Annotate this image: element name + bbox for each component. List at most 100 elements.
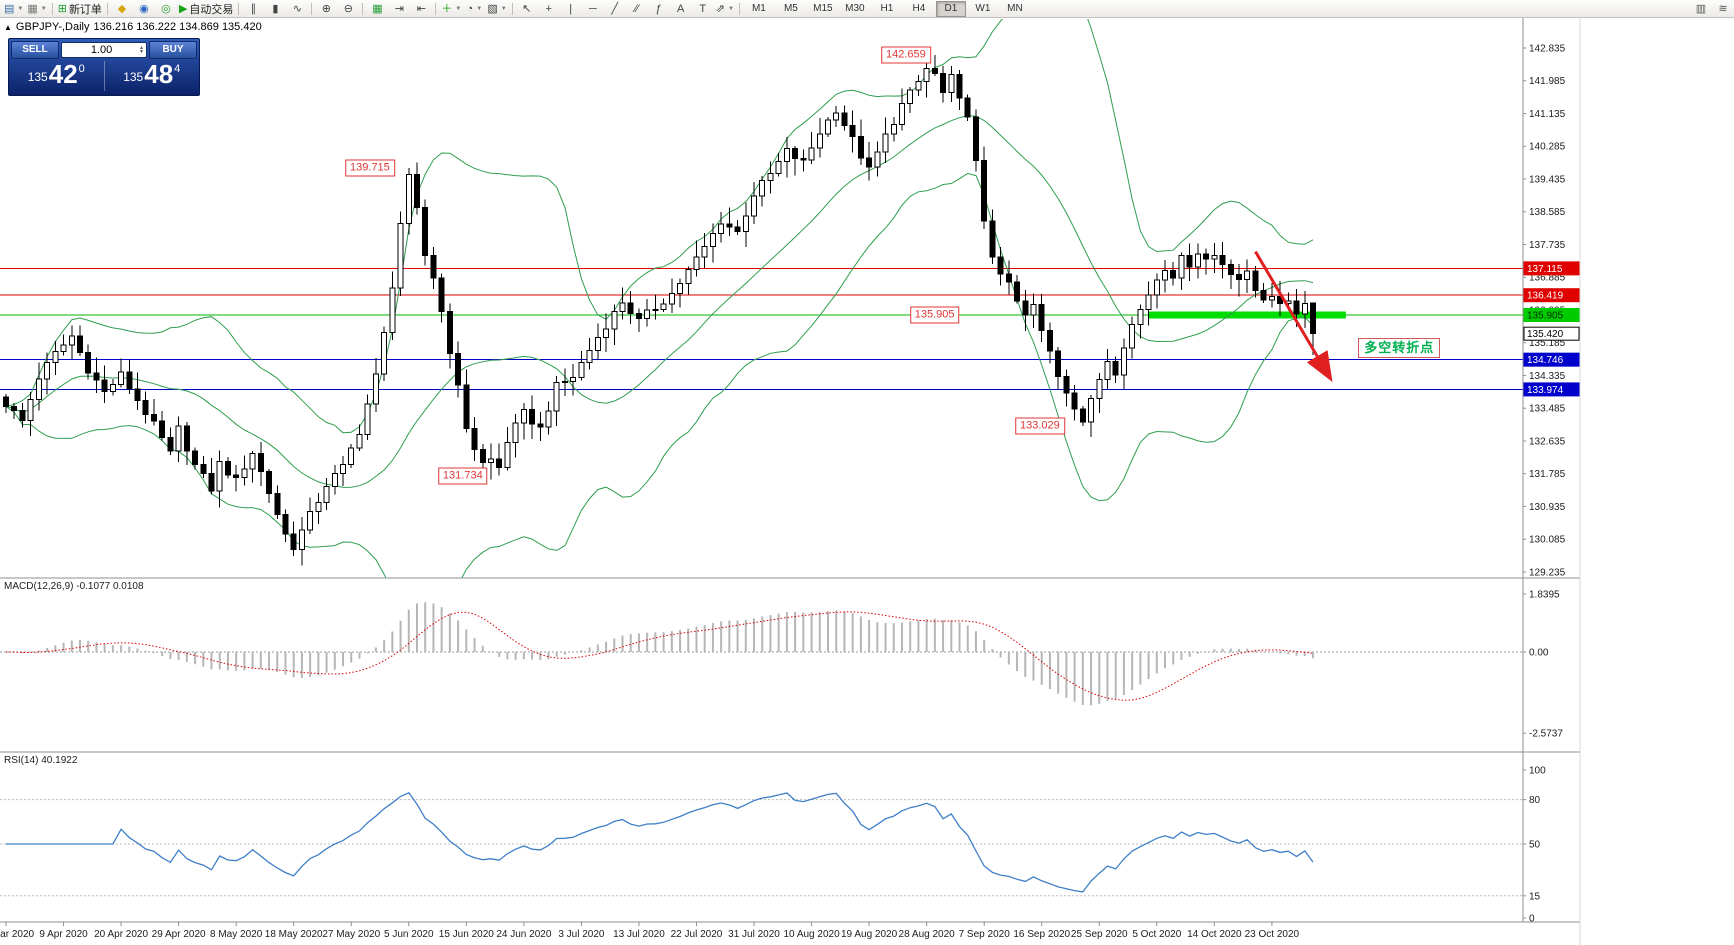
buy-price[interactable]: 135 48 4 xyxy=(105,61,200,91)
price-tick-label: 136.885 xyxy=(1529,273,1566,284)
timeframe-button-m1[interactable]: M1 xyxy=(751,3,766,14)
new-chart-icon-dropdown-icon[interactable]: ▼ xyxy=(17,5,24,12)
toolbar-separator xyxy=(238,2,240,15)
zoom-in-icon[interactable]: ⊕ xyxy=(315,1,337,17)
timeframe-button-d1[interactable]: D1 xyxy=(935,0,966,17)
date-tick-label: 13 Jul 2020 xyxy=(613,929,665,940)
crosshair-icon[interactable]: + xyxy=(538,1,560,17)
zoom-out-icon-glyph: ⊖ xyxy=(343,2,354,15)
auto-scroll-icon[interactable]: ⇥ xyxy=(388,1,410,17)
profiles-icon-dropdown-icon[interactable]: ▼ xyxy=(40,5,47,12)
toolbar-separator xyxy=(738,2,740,15)
volume-down-icon[interactable]: ▼ xyxy=(139,48,144,55)
arrows-icon-glyph: ⇗ xyxy=(715,2,725,15)
toolbar-separator xyxy=(106,2,108,15)
sell-price-main: 135 xyxy=(27,70,48,84)
periods-icon[interactable]: ◔ ▼ xyxy=(463,1,485,17)
price-tick-label: 140.285 xyxy=(1529,142,1566,153)
chart-shift-icon[interactable]: ⇤ xyxy=(410,1,432,17)
periods-icon-glyph: ◔ xyxy=(466,2,474,15)
date-axis[interactable]: 31 Mar 2020 9 Apr 2020 20 Apr 2020 29 Apr 2… xyxy=(0,922,1300,940)
new-chart-icon[interactable]: ▤ ▼ xyxy=(2,1,25,17)
one-click-collapse-icon[interactable]: ▲ xyxy=(4,22,12,32)
buy-button[interactable]: BUY xyxy=(149,40,197,59)
signals-icon-glyph: ◎ xyxy=(161,2,171,15)
arrows-icon-dropdown-icon[interactable]: ▼ xyxy=(727,5,734,12)
strategy-tester-icon[interactable]: ≋ xyxy=(1712,1,1734,17)
rsi-axis-label: 50 xyxy=(1529,840,1541,851)
support-zone-bar[interactable] xyxy=(1148,311,1346,319)
trend-arrow[interactable] xyxy=(1254,250,1333,383)
date-tick-label: 29 Apr 2020 xyxy=(152,929,206,940)
sell-price[interactable]: 135 42 0 xyxy=(9,61,104,91)
date-tick-label: 9 Apr 2020 xyxy=(39,929,88,940)
fibonacci-icon[interactable]: ƒ xyxy=(648,1,670,17)
main-toolbar: ▤ ▼ ▦ ▼ ⊞ 新订单 ◆ ◉ ◎ ▶ 自动交易 ∥ ▮ ∿ ⊕ ⊖ ▦ ⇥ ⇤ ＋ ▼ ◔ ▼ ▧ ▼ ↖ + | ─ ╱ ∕∕ ƒ A T… xyxy=(0,0,1734,18)
candlestick-chart-icon[interactable]: ▮ xyxy=(264,1,286,17)
templates-icon[interactable]: ▧ ▼ xyxy=(485,1,508,17)
volume-spinner[interactable]: ▲ ▼ xyxy=(139,44,144,55)
timeframe-button-w1[interactable]: W1 xyxy=(975,3,991,14)
price-tick-label: 141.985 xyxy=(1529,76,1566,87)
price-tag: 135.420 xyxy=(1527,329,1564,340)
timeframe-button-m5[interactable]: M5 xyxy=(783,3,798,14)
periods-icon-dropdown-icon[interactable]: ▼ xyxy=(476,5,483,12)
zoom-out-icon[interactable]: ⊖ xyxy=(337,1,359,17)
metaeditor-icon[interactable]: ◆ xyxy=(111,1,133,17)
data-window-icon[interactable]: ▥ xyxy=(1690,1,1712,17)
autotrading-button[interactable]: ▶ 自动交易 xyxy=(177,1,235,17)
toolbar-separator xyxy=(362,2,364,15)
indicators-icon-glyph: ＋ xyxy=(441,2,453,15)
date-tick-label: 5 Jun 2020 xyxy=(384,929,434,940)
timeframe-button-mn[interactable]: MN xyxy=(1007,3,1023,14)
chart-shift-icon-glyph: ⇤ xyxy=(416,2,427,15)
cursor-icon[interactable]: ↖ xyxy=(516,1,538,17)
horizontal-line-icon[interactable]: ─ xyxy=(582,1,604,17)
date-tick-label: 24 Jun 2020 xyxy=(496,929,551,940)
price-divider xyxy=(103,61,105,91)
channel-icon[interactable]: ∕∕ xyxy=(626,1,648,17)
price-tick-label: 130.935 xyxy=(1529,502,1566,513)
profiles-icon-glyph: ▦ xyxy=(27,2,38,15)
text-label-icon[interactable]: T xyxy=(692,1,714,17)
date-tick-label: 31 Mar 2020 xyxy=(0,929,35,940)
new-order-button[interactable]: ⊞ 新订单 xyxy=(56,1,104,17)
fibonacci-icon-glyph: ƒ xyxy=(655,2,662,15)
zoom-in-icon-glyph: ⊕ xyxy=(321,2,332,15)
price-tag: 135.905 xyxy=(1527,311,1564,322)
market-icon[interactable]: ◉ xyxy=(133,1,155,17)
date-tick-label: 20 Apr 2020 xyxy=(94,929,148,940)
vertical-line-icon-glyph: | xyxy=(569,2,573,15)
toolbar-separator xyxy=(51,2,53,15)
indicators-icon-dropdown-icon[interactable]: ▼ xyxy=(455,5,462,12)
bar-chart-icon[interactable]: ∥ xyxy=(242,1,264,17)
templates-icon-dropdown-icon[interactable]: ▼ xyxy=(500,5,507,12)
timeframe-button-m15[interactable]: M15 xyxy=(813,3,833,14)
indicators-icon[interactable]: ＋ ▼ xyxy=(439,1,463,17)
line-chart-icon[interactable]: ∿ xyxy=(286,1,308,17)
date-tick-label: 3 Jul 2020 xyxy=(558,929,605,940)
price-tick-label: 130.085 xyxy=(1529,535,1566,546)
signals-icon[interactable]: ◎ xyxy=(155,1,177,17)
text-icon[interactable]: A xyxy=(670,1,692,17)
toolbar-separator xyxy=(311,2,313,15)
metaeditor-icon-glyph: ◆ xyxy=(117,2,127,15)
tile-windows-icon[interactable]: ▦ xyxy=(366,1,388,17)
chart-symbol-period: GBPJPY-,Daily xyxy=(15,21,90,33)
volume-input[interactable]: 1.00 ▲ ▼ xyxy=(61,41,147,58)
timeframe-button-m30[interactable]: M30 xyxy=(845,3,865,14)
arrows-icon[interactable]: ⇗ ▼ xyxy=(714,1,736,17)
timeframe-button-h4[interactable]: H4 xyxy=(912,3,926,14)
crosshair-icon-glyph: + xyxy=(545,2,552,15)
trendline-icon[interactable]: ╱ xyxy=(604,1,626,17)
date-tick-label: 28 Aug 2020 xyxy=(899,929,956,940)
sell-button[interactable]: SELL xyxy=(11,40,59,59)
volume-up-icon[interactable]: ▲ xyxy=(139,44,144,51)
timeframe-button-h1[interactable]: H1 xyxy=(880,3,894,14)
bollinger-bands xyxy=(5,19,1314,578)
vertical-line-icon[interactable]: | xyxy=(560,1,582,17)
price-axis[interactable]: 142.835 141.985 141.135 140.285 139.435 138.5… xyxy=(1523,44,1566,579)
profiles-icon[interactable]: ▦ ▼ xyxy=(25,1,48,17)
